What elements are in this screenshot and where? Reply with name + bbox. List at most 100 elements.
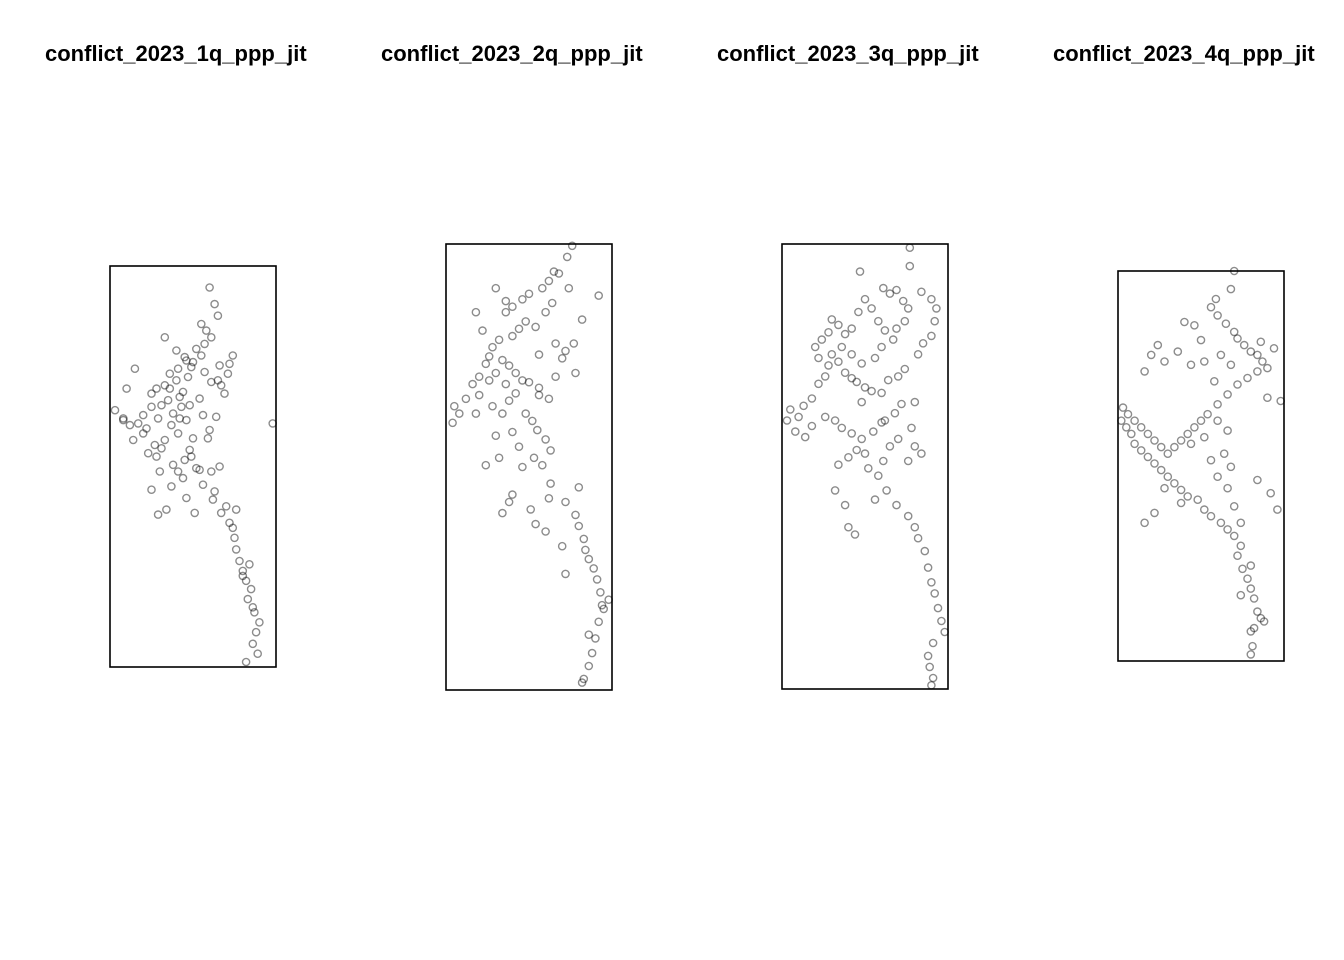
data-point xyxy=(508,331,517,341)
data-point xyxy=(892,285,901,295)
data-point xyxy=(210,487,219,496)
data-point xyxy=(1206,302,1216,312)
data-point xyxy=(1199,357,1209,366)
data-point xyxy=(544,394,554,404)
data-point xyxy=(150,440,160,450)
data-point xyxy=(251,627,261,637)
data-point xyxy=(807,394,817,403)
data-point xyxy=(206,377,216,387)
data-point xyxy=(883,375,893,385)
data-point xyxy=(241,657,251,667)
data-point xyxy=(210,299,219,309)
data-point xyxy=(910,522,920,532)
data-point xyxy=(531,322,540,332)
data-point xyxy=(521,409,530,418)
data-point xyxy=(508,490,517,499)
data-point xyxy=(1117,416,1126,426)
data-point xyxy=(893,372,903,381)
data-point xyxy=(1216,350,1226,360)
data-point xyxy=(1199,432,1209,442)
data-point xyxy=(541,307,550,317)
data-point xyxy=(834,320,843,330)
data-point xyxy=(1183,492,1192,501)
data-point xyxy=(824,361,833,370)
data-point xyxy=(932,304,941,313)
data-point xyxy=(1203,409,1212,419)
data-point xyxy=(1259,617,1269,626)
data-point xyxy=(494,453,504,463)
data-point xyxy=(1256,337,1266,347)
data-point xyxy=(1150,436,1159,445)
data-point xyxy=(186,452,196,461)
data-point xyxy=(571,510,580,520)
data-point xyxy=(917,287,926,297)
data-point xyxy=(529,453,539,463)
data-point xyxy=(900,316,910,326)
data-point xyxy=(1193,495,1202,505)
data-point xyxy=(873,471,883,481)
data-point xyxy=(1183,429,1192,439)
data-point xyxy=(208,495,218,504)
data-point xyxy=(1236,541,1246,551)
data-point xyxy=(1249,623,1259,633)
observation-window xyxy=(1117,270,1285,662)
data-point xyxy=(564,283,574,293)
data-point xyxy=(448,418,457,428)
data-point xyxy=(511,368,520,378)
data-point xyxy=(524,289,534,299)
data-point xyxy=(152,452,161,461)
data-point xyxy=(172,346,181,355)
data-point xyxy=(231,545,241,554)
data-point xyxy=(498,355,507,365)
data-point xyxy=(191,463,201,473)
data-point xyxy=(163,395,173,405)
data-point xyxy=(592,575,602,584)
panel-title: conflict_2023_1q_ppp_jit xyxy=(45,41,307,66)
data-point xyxy=(1176,485,1186,495)
data-point xyxy=(544,493,554,503)
data-point xyxy=(250,608,259,617)
data-point xyxy=(1196,416,1206,426)
data-point xyxy=(903,304,913,313)
data-point xyxy=(1136,422,1146,432)
data-point xyxy=(196,351,206,360)
observation-window xyxy=(445,243,613,691)
data-point xyxy=(1163,472,1173,482)
data-point xyxy=(125,420,135,430)
data-point xyxy=(903,456,913,466)
data-point xyxy=(541,527,550,536)
data-point xyxy=(206,467,216,476)
data-point xyxy=(1170,442,1179,452)
data-point xyxy=(546,479,555,488)
data-point xyxy=(133,419,143,428)
data-point xyxy=(1127,429,1136,439)
data-point xyxy=(837,342,847,352)
data-point xyxy=(933,603,943,613)
data-point xyxy=(1163,449,1173,459)
data-point xyxy=(478,326,487,335)
data-point xyxy=(577,315,587,324)
data-point xyxy=(245,560,254,569)
data-point xyxy=(940,627,950,637)
data-point xyxy=(504,396,514,406)
data-point xyxy=(484,352,494,361)
data-point xyxy=(917,449,926,458)
data-point xyxy=(534,350,544,359)
plot-area xyxy=(445,241,614,691)
data-point xyxy=(827,349,837,359)
data-point xyxy=(205,425,214,435)
data-point xyxy=(205,283,214,292)
data-point xyxy=(198,480,208,490)
data-point xyxy=(840,500,850,510)
data-point xyxy=(847,324,856,333)
data-point xyxy=(1249,594,1259,603)
data-point xyxy=(860,383,870,392)
data-point xyxy=(173,467,183,476)
data-point xyxy=(221,501,231,511)
data-point xyxy=(1226,284,1236,294)
data-point xyxy=(1156,465,1166,475)
plot-area xyxy=(1117,266,1286,662)
data-point xyxy=(177,402,186,412)
data-point xyxy=(579,534,589,544)
data-point xyxy=(1233,334,1242,343)
